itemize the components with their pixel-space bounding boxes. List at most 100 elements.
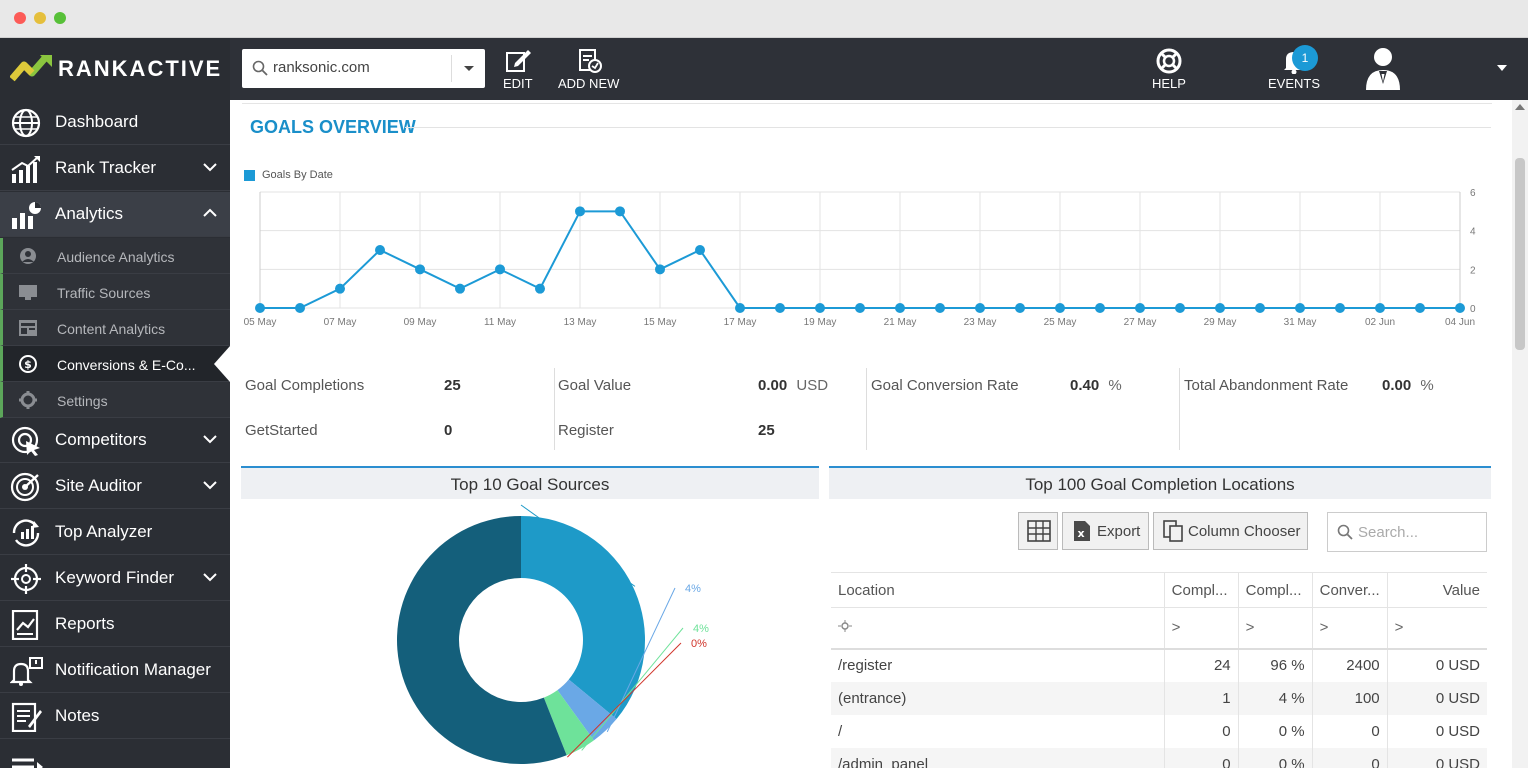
data-point[interactable] bbox=[1255, 303, 1265, 313]
search-icon bbox=[252, 60, 268, 76]
data-point[interactable] bbox=[335, 283, 345, 294]
table-cell: 24 bbox=[1164, 648, 1239, 682]
sidebar-subitem-settings[interactable]: Settings bbox=[0, 382, 230, 418]
sidebar-item-analytics[interactable]: Analytics bbox=[0, 192, 230, 237]
export-label: Export bbox=[1097, 523, 1141, 540]
data-point[interactable] bbox=[255, 303, 265, 313]
export-button[interactable]: x Export bbox=[1062, 512, 1149, 550]
data-point[interactable] bbox=[415, 264, 425, 275]
data-point[interactable] bbox=[975, 303, 985, 313]
table-cell: 0 USD bbox=[1435, 722, 1480, 740]
project-search-value[interactable]: ranksonic.com bbox=[273, 59, 370, 76]
sidebar-item-top-analyzer[interactable]: Top Analyzer bbox=[0, 510, 230, 555]
project-search-select[interactable]: ranksonic.com bbox=[242, 49, 485, 88]
scroll-up-arrow-icon[interactable] bbox=[1515, 104, 1525, 110]
grid-view-button[interactable] bbox=[1018, 512, 1058, 550]
crosshair-icon bbox=[11, 564, 41, 594]
sidebar-collapse-toggle[interactable] bbox=[0, 740, 230, 768]
data-point[interactable] bbox=[535, 283, 545, 294]
legend-swatch bbox=[244, 170, 255, 181]
pie-slice[interactable] bbox=[543, 690, 594, 756]
data-point[interactable] bbox=[575, 206, 585, 217]
data-point[interactable] bbox=[1295, 303, 1305, 313]
data-point[interactable] bbox=[895, 303, 905, 313]
column-chooser-button[interactable]: Column Chooser bbox=[1153, 512, 1308, 550]
target-cursor-icon bbox=[11, 426, 40, 456]
sidebar-subitem-conversions[interactable]: $ Conversions & E-Co... bbox=[0, 346, 230, 382]
x-tick-label: 04 Jun bbox=[1445, 317, 1475, 328]
table-header-row[interactable]: Location Compl... Compl... Conver... Value bbox=[831, 572, 1487, 608]
table-cell: /admin_panel bbox=[831, 747, 1165, 768]
minimize-window-button[interactable] bbox=[34, 12, 46, 24]
data-point[interactable] bbox=[375, 245, 385, 255]
sidebar-subitem-audience-analytics[interactable]: Audience Analytics bbox=[0, 238, 230, 274]
x-tick-label: 05 May bbox=[244, 317, 277, 328]
data-point[interactable] bbox=[855, 303, 865, 313]
add-new-button[interactable]: ADD NEW bbox=[558, 48, 619, 91]
sidebar-item-rank-tracker[interactable]: Rank Tracker bbox=[0, 146, 230, 191]
scroll-thumb[interactable] bbox=[1515, 158, 1525, 350]
sidebar-item-notes[interactable]: Notes bbox=[0, 694, 230, 739]
table-filter-row[interactable]: > > > > bbox=[831, 607, 1487, 650]
grid-icon bbox=[1027, 520, 1051, 542]
data-point[interactable] bbox=[495, 264, 505, 275]
table-cell: 0 bbox=[1312, 714, 1388, 748]
pie-slice[interactable] bbox=[521, 516, 645, 720]
data-point[interactable] bbox=[1215, 303, 1225, 313]
data-point[interactable] bbox=[775, 303, 785, 313]
filter-icon[interactable] bbox=[838, 620, 852, 633]
sidebar-item-keyword-finder[interactable]: Keyword Finder bbox=[0, 556, 230, 601]
maximize-window-button[interactable] bbox=[54, 12, 66, 24]
edit-button[interactable]: EDIT bbox=[503, 48, 533, 91]
pie-slice[interactable] bbox=[397, 516, 567, 764]
data-point[interactable] bbox=[655, 264, 665, 275]
help-button[interactable]: HELP bbox=[1152, 48, 1186, 91]
data-point[interactable] bbox=[1095, 303, 1105, 313]
help-label: HELP bbox=[1152, 76, 1186, 91]
project-dropdown-button[interactable] bbox=[451, 55, 485, 82]
data-point[interactable] bbox=[815, 303, 825, 313]
sidebar-item-label: Reports bbox=[55, 614, 115, 633]
close-window-button[interactable] bbox=[14, 12, 26, 24]
sidebar-item-competitors[interactable]: Competitors bbox=[0, 418, 230, 463]
table-row[interactable]: (entrance) 1 4 % 100 0 USD bbox=[831, 681, 1487, 715]
brand[interactable]: RANKACTIVE bbox=[0, 38, 230, 100]
legend-label[interactable]: Goals By Date bbox=[262, 169, 333, 181]
data-point[interactable] bbox=[695, 245, 705, 255]
table-row[interactable]: /admin_panel 0 0 % 0 0 USD bbox=[831, 747, 1487, 768]
data-point[interactable] bbox=[615, 206, 625, 217]
data-point[interactable] bbox=[735, 303, 745, 313]
table-row[interactable]: /register 24 96 % 2400 0 USD bbox=[831, 648, 1487, 682]
table-cell: 96 % bbox=[1238, 648, 1313, 682]
grid-search-input[interactable]: Search... bbox=[1327, 512, 1487, 552]
y-tick-label: 4 bbox=[1470, 227, 1476, 238]
user-avatar[interactable] bbox=[1363, 44, 1403, 92]
sidebar-subitem-traffic-sources[interactable]: Traffic Sources bbox=[0, 274, 230, 310]
data-point[interactable] bbox=[935, 303, 945, 313]
data-point[interactable] bbox=[1335, 303, 1345, 313]
user-menu-caret-icon[interactable] bbox=[1497, 65, 1507, 71]
sidebar-item-label: Competitors bbox=[55, 430, 147, 449]
panel-title: Top 100 Goal Completion Locations bbox=[829, 468, 1491, 499]
data-point[interactable] bbox=[1175, 303, 1185, 313]
data-point[interactable] bbox=[1375, 303, 1385, 313]
sidebar-item-site-auditor[interactable]: Site Auditor bbox=[0, 464, 230, 509]
data-point[interactable] bbox=[1055, 303, 1065, 313]
data-point[interactable] bbox=[1015, 303, 1025, 313]
data-point[interactable] bbox=[455, 283, 465, 294]
data-point[interactable] bbox=[1455, 303, 1465, 313]
main-scrollbar[interactable] bbox=[1512, 100, 1528, 768]
pie-slice[interactable] bbox=[557, 679, 617, 741]
page-title: GOALS OVERVIEW bbox=[250, 117, 416, 137]
sidebar-subitem-content-analytics[interactable]: Content Analytics bbox=[0, 310, 230, 346]
data-point[interactable] bbox=[1135, 303, 1145, 313]
table-row[interactable]: /0 0 % 0 0 USD bbox=[831, 714, 1487, 748]
data-point[interactable] bbox=[295, 303, 305, 313]
column-header: Compl... bbox=[1238, 572, 1313, 608]
sidebar-item-dashboard[interactable]: Dashboard bbox=[0, 100, 230, 145]
data-point[interactable] bbox=[1415, 303, 1425, 313]
sidebar-item-notification-manager[interactable]: Notification Manager bbox=[0, 648, 230, 693]
refresh-chart-icon bbox=[12, 519, 40, 547]
sidebar-item-reports[interactable]: Reports bbox=[0, 602, 230, 647]
x-tick-label: 29 May bbox=[1204, 317, 1237, 328]
